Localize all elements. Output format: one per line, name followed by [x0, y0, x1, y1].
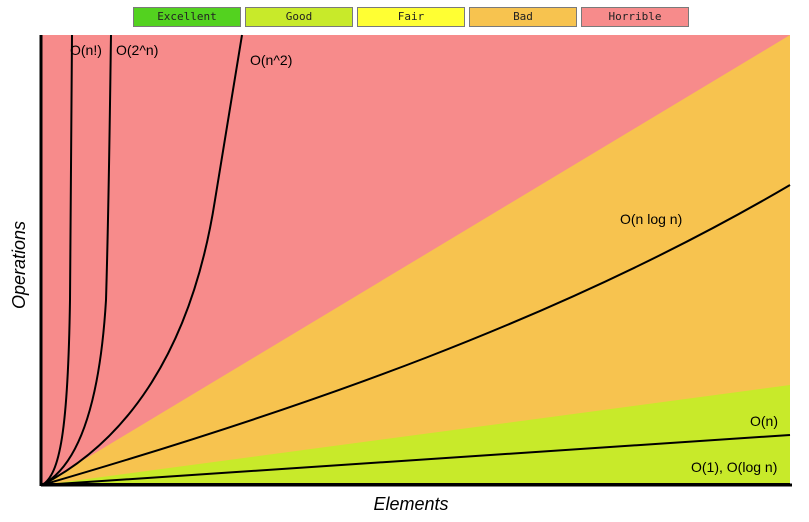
curve-factorial [41, 34, 73, 486]
x-axis-title: Elements [373, 494, 448, 514]
curve-linear [41, 434, 791, 486]
curve-exponential [41, 34, 112, 486]
region-bad [42, 35, 790, 485]
legend-horrible: Horrible [581, 7, 689, 27]
label-nlogn: O(n log n) [620, 211, 682, 227]
legend-good: Good [245, 7, 353, 27]
curve-nlogn [41, 184, 791, 486]
legend-bad: Bad [469, 7, 577, 27]
label-quadratic: O(n^2) [250, 52, 292, 68]
label-constant: O(1), O(log n) [691, 459, 777, 475]
label-exponential: O(2^n) [116, 42, 158, 58]
legend-fair: Fair [357, 7, 465, 27]
region-good [42, 385, 790, 485]
y-axis-title: Operations [9, 221, 29, 309]
label-linear: O(n) [750, 413, 778, 429]
curve-quadratic [41, 34, 243, 486]
label-factorial: O(n!) [70, 42, 102, 58]
complexity-legend: Excellent Good Fair Bad Horrible [133, 7, 689, 27]
legend-excellent: Excellent [133, 7, 241, 27]
